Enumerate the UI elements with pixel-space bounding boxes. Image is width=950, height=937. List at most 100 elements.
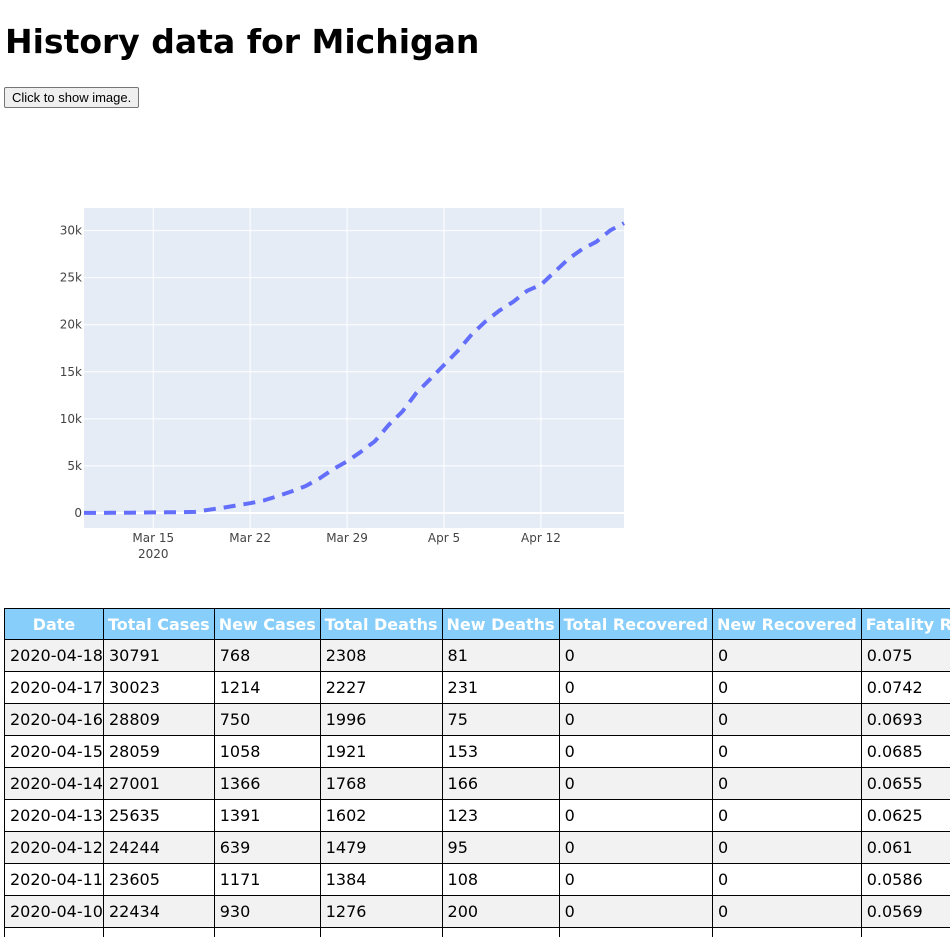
grid-lines [84, 208, 624, 528]
table-cell: 2020-04-12 [4, 831, 104, 864]
table-row: 2020-04-13 25635 1391 1602 123 0 0 0.0625 [4, 799, 950, 832]
table-cell: 0.0586 [860, 863, 950, 896]
table-cell: 1479 [319, 831, 443, 864]
table-cell: 2020-04-11 [4, 863, 104, 896]
table-row: 2020-04-17 30023 1214 2227 231 0 0 0.0742 [4, 671, 950, 704]
table-cell: 75 [441, 703, 560, 736]
table-cell: 23605 [102, 863, 215, 896]
table-cell [441, 927, 560, 937]
table-cell: 22434 [102, 895, 215, 928]
table-cell: 0 [712, 639, 862, 672]
table-cell: 2020-04-13 [4, 799, 104, 832]
column-header: Total Deaths [319, 608, 443, 640]
table-row: 2020-04-12 24244 639 1479 95 0 0 0.061 [4, 831, 950, 864]
column-header: Date [4, 608, 104, 640]
table-cell: 0 [712, 895, 862, 928]
table-cell: 2020-04-18 [4, 639, 104, 672]
y-tick-label: 30k [60, 224, 82, 238]
table-cell: 0 [558, 639, 714, 672]
cases-line-chart: 0 5k 10k 15k 20k 25k 30k Mar 15 2020 Mar 22 Mar 2… [60, 208, 625, 561]
table-cell: 28809 [102, 703, 215, 736]
table-cell: 27001 [102, 767, 215, 800]
table-cell: 0.0625 [860, 799, 950, 832]
y-tick-label: 5k [67, 459, 82, 473]
table-cell: 930 [213, 895, 321, 928]
table-cell: 108 [441, 863, 560, 896]
table-cell: 95 [441, 831, 560, 864]
y-tick-label: 10k [60, 412, 82, 426]
column-header: Fatality Rate [860, 608, 950, 640]
table-cell: 24244 [102, 831, 215, 864]
table-cell: 123 [441, 799, 560, 832]
table-cell: 153 [441, 735, 560, 768]
table-cell: 0 [712, 735, 862, 768]
table-cell: 768 [213, 639, 321, 672]
table-cell: 0 [712, 703, 862, 736]
table-cell: 0 [712, 863, 862, 896]
x-tick-label: Apr 5 [428, 531, 460, 545]
table-cell [213, 927, 321, 937]
table-cell: 1214 [213, 671, 321, 704]
plot-area [84, 208, 624, 528]
table-cell: 25635 [102, 799, 215, 832]
x-tick-label: Apr 12 [521, 531, 561, 545]
table-cell: 0.0569 [860, 895, 950, 928]
table-cell: 2020-04-16 [4, 703, 104, 736]
table-cell: 28059 [102, 735, 215, 768]
table-cell: 1058 [213, 735, 321, 768]
table-cell: 0.0655 [860, 767, 950, 800]
table-cell: 231 [441, 671, 560, 704]
table-cell: 0 [558, 831, 714, 864]
x-tick-label: Mar 15 2020 [132, 531, 174, 561]
table-cell: 2020-04-10 [4, 895, 104, 928]
table-cell [558, 927, 714, 937]
table-row: 2020-04-14 27001 1366 1768 166 0 0 0.0655 [4, 767, 950, 800]
table-cell: 2020-04-14 [4, 767, 104, 800]
table-row: 2020-04-10 22434 930 1276 200 0 0 0.0569 [4, 895, 950, 928]
table-cell: 0 [558, 671, 714, 704]
table-cell: 166 [441, 767, 560, 800]
table-cell: 1366 [213, 767, 321, 800]
table-row: 2020-04-15 28059 1058 1921 153 0 0 0.0685 [4, 735, 950, 768]
column-header: Total Recovered [558, 608, 714, 640]
column-header: New Recovered [712, 608, 862, 640]
y-tick-labels: 0 5k 10k 15k 20k 25k 30k [60, 224, 82, 520]
table-cell [712, 927, 862, 937]
table-cell [102, 927, 215, 937]
table-cell: 2308 [319, 639, 443, 672]
table-cell: 639 [213, 831, 321, 864]
table-header-row: Date Total Cases New Cases Total Deaths New … [4, 608, 950, 640]
column-header: New Cases [213, 608, 321, 640]
table-row [4, 927, 950, 937]
table-cell: 0 [558, 895, 714, 928]
table-cell: 0.0685 [860, 735, 950, 768]
table-cell: 1921 [319, 735, 443, 768]
series-layer [84, 221, 625, 515]
y-tick-label: 25k [60, 271, 82, 285]
show-image-button[interactable]: Click to show image. [4, 87, 140, 108]
table-cell [860, 927, 950, 937]
page-title: History data for Michigan [5, 22, 480, 61]
table-cell: 0.075 [860, 639, 950, 672]
y-tick-label: 0 [74, 506, 82, 520]
x-tick-label: Mar 29 [326, 531, 368, 545]
table-row: 2020-04-11 23605 1171 1384 108 0 0 0.0586 [4, 863, 950, 896]
table-cell: 2227 [319, 671, 443, 704]
history-table: Date Total Cases New Cases Total Deaths New … [4, 608, 950, 937]
table-cell: 0 [558, 735, 714, 768]
x-tick-labels: Mar 15 2020 Mar 22 Mar 29 Apr 5 Apr 12 [132, 531, 560, 561]
column-header: New Deaths [441, 608, 560, 640]
table-cell: 30791 [102, 639, 215, 672]
table-cell [319, 927, 443, 937]
table-row: 2020-04-16 28809 750 1996 75 0 0 0.0693 [4, 703, 950, 736]
table-cell: 1996 [319, 703, 443, 736]
table-cell: 0 [558, 863, 714, 896]
table-cell: 0 [712, 831, 862, 864]
table-cell: 0.061 [860, 831, 950, 864]
table-cell: 0 [558, 799, 714, 832]
table-cell: 1391 [213, 799, 321, 832]
x-tick-label: Mar 22 [229, 531, 271, 545]
y-tick-label: 20k [60, 318, 82, 332]
y-tick-label: 15k [60, 365, 82, 379]
